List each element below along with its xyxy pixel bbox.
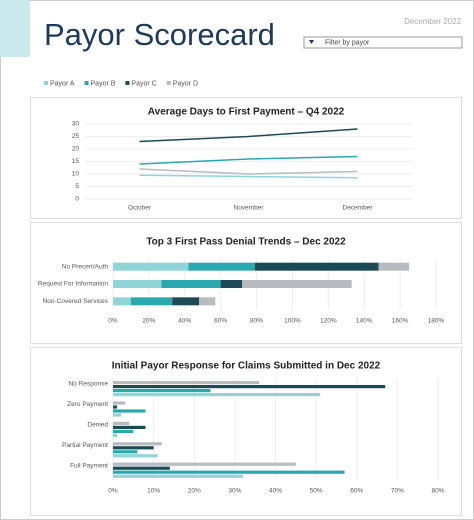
x-tick-label: November [234,205,265,212]
panel [30,97,462,219]
filter-box[interactable] [303,36,463,49]
filter-label[interactable]: Filter by payor [325,39,370,46]
x-tick-label: 60% [214,318,227,325]
bar [172,297,200,306]
page-title: Payor Scorecard [44,17,275,52]
date: December 2022 [404,17,461,26]
x-tick-label: 70% [391,488,404,495]
bar [199,297,216,306]
legend-swatch [125,81,130,85]
line [139,128,358,143]
x-tick-label: December [343,205,374,212]
y-tick-label: 5 [75,183,79,190]
x-tick-label: 100% [284,318,301,325]
bar [113,421,130,425]
y-tick-label: Partial Payment [62,442,108,449]
legend-swatch [166,81,171,85]
y-tick-label: Request For Information [38,281,108,288]
x-tick-label: 40% [178,318,191,325]
x-tick-label: 80% [431,488,444,495]
line [139,168,358,175]
filter-arrow [309,40,314,44]
bar [113,462,296,466]
bar [113,450,138,454]
bar [378,262,410,271]
x-tick-label: 20% [142,318,155,325]
bar [113,413,122,417]
y-tick-label: 15 [72,158,80,165]
x-tick-label: 0% [108,318,118,325]
chart-title: Average Days to First Payment – Q4 2022 [148,107,345,118]
bar [254,262,379,271]
chart-title: Initial Payor Response for Claims Submit… [112,361,381,372]
x-tick-label: 40% [269,488,282,495]
bar [113,381,260,385]
bar [113,446,154,450]
bar [113,470,345,474]
x-tick-label: 80% [250,318,263,325]
bar [113,385,386,389]
accent [0,0,30,57]
x-tick-label: 120% [320,318,337,325]
y-tick-label: 0 [75,196,79,203]
legend-label: Payor A [50,80,75,87]
x-tick-label: 160% [392,318,409,325]
bar [130,297,173,306]
y-tick-label: Denied [87,422,108,429]
bar [113,454,158,458]
x-tick-label: 60% [350,488,363,495]
y-tick-label: 25 [72,133,80,140]
bar [113,466,170,470]
y-tick-label: 20 [72,146,80,153]
x-tick-label: October [128,205,152,212]
bar [220,280,243,288]
bar [113,474,243,478]
bar [113,442,162,446]
bar [113,389,211,393]
bar [113,429,134,433]
panel [30,347,462,516]
legend-label: Payor B [91,80,116,87]
legend-swatch [84,81,89,85]
chart-title: Top 3 First Pass Denial Trends – Dec 202… [146,237,346,248]
y-tick-label: Zero Payment [67,401,108,408]
y-tick-label: Non-Covered Services [43,298,109,305]
bar [113,409,146,413]
y-tick-label: No Precert/Auth [62,263,109,270]
y-tick-label: No Response [69,381,109,388]
line [139,174,358,179]
bar [242,280,352,288]
x-tick-label: 20% [188,488,201,495]
bar [188,262,255,271]
x-tick-label: 30% [228,488,241,495]
x-tick-label: 50% [310,488,323,495]
bar [113,425,146,429]
legend-swatch [44,81,48,85]
y-tick-label: 30 [72,121,80,128]
line [139,155,358,165]
bar [161,280,221,288]
bar [113,433,118,437]
bar [113,393,321,397]
x-tick-label: 180% [428,318,445,325]
bar [113,405,118,409]
y-tick-label: 10 [72,171,80,178]
bar [113,297,131,306]
y-tick-label: Full Payment [70,462,108,469]
legend-label: Payor D [173,80,198,87]
bar [113,401,126,405]
legend-label: Payor C [131,80,156,87]
x-tick-label: 10% [147,488,160,495]
panel [30,222,462,344]
x-tick-label: 140% [356,318,373,325]
bar [113,280,162,288]
bar [113,262,189,271]
x-tick-label: 0% [108,488,118,495]
